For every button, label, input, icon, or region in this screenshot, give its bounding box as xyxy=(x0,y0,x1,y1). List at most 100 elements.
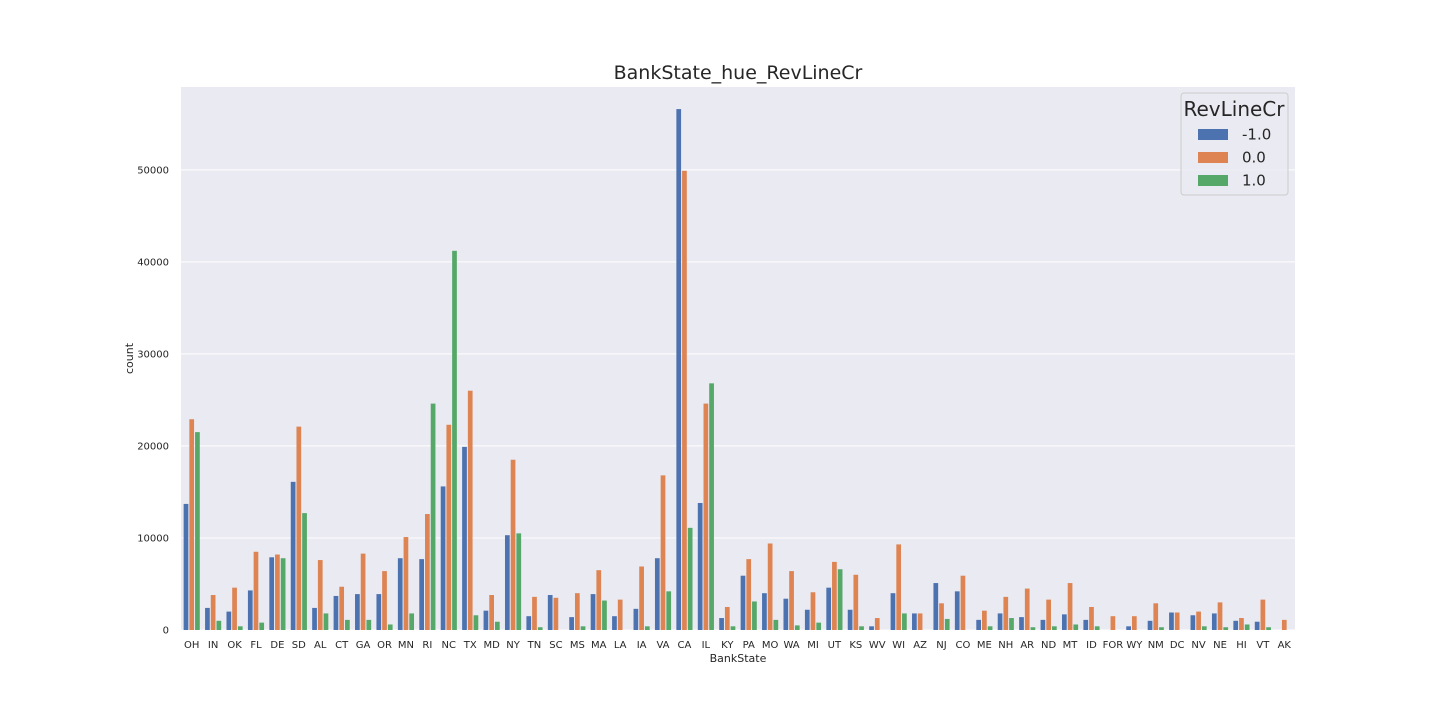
legend-swatch xyxy=(1198,152,1228,163)
x-tick-label: SD xyxy=(292,640,306,651)
x-tick-label: TX xyxy=(463,640,477,651)
x-tick-label: DC xyxy=(1170,640,1185,651)
chart-title: BankState_hue_RevLineCr xyxy=(614,62,863,84)
bar xyxy=(1153,603,1159,630)
bar xyxy=(237,626,243,630)
x-tick-label: LA xyxy=(614,640,627,651)
bar xyxy=(1201,626,1207,630)
bar xyxy=(1233,620,1239,630)
bar xyxy=(205,607,210,630)
bar xyxy=(312,607,317,630)
bar xyxy=(1211,613,1217,630)
bar xyxy=(590,594,596,630)
x-tick-label: ID xyxy=(1086,640,1097,651)
x-tick-label: UT xyxy=(828,640,842,651)
bar xyxy=(446,424,452,630)
bar xyxy=(504,535,510,630)
bar xyxy=(473,615,479,630)
bar xyxy=(547,595,553,630)
x-tick-label: MI xyxy=(807,640,819,651)
bar xyxy=(874,618,880,630)
bar xyxy=(1073,624,1079,630)
bar xyxy=(467,390,473,630)
bar xyxy=(1174,612,1180,630)
bar xyxy=(697,502,703,630)
bar xyxy=(752,601,757,630)
bar xyxy=(403,537,409,630)
gridlines xyxy=(181,169,1295,631)
bar xyxy=(794,625,800,630)
bar xyxy=(397,558,403,630)
bar xyxy=(360,553,366,630)
bar xyxy=(210,595,216,630)
bar xyxy=(730,626,736,630)
bar xyxy=(762,593,767,630)
bar xyxy=(387,624,393,630)
bar xyxy=(617,599,623,630)
bar xyxy=(859,626,864,630)
bar xyxy=(804,609,810,630)
bar xyxy=(1009,618,1014,630)
legend-items: -1.0 0.0 1.0 xyxy=(1198,126,1271,190)
bar xyxy=(869,626,874,630)
bar xyxy=(1089,606,1094,630)
x-tick-label: GA xyxy=(356,640,371,651)
x-tick-label: NH xyxy=(998,640,1013,651)
x-tick-label: FL xyxy=(250,640,262,651)
x-tick-label: WV xyxy=(869,640,886,651)
bar xyxy=(837,569,843,630)
x-tick-label: MN xyxy=(398,640,414,651)
bar xyxy=(382,571,387,630)
bar xyxy=(1281,619,1287,630)
bar xyxy=(783,598,789,630)
bar xyxy=(902,613,907,630)
legend-swatch xyxy=(1198,175,1228,186)
x-tick-label: VA xyxy=(656,640,669,651)
bar xyxy=(574,593,580,630)
bar xyxy=(997,613,1003,630)
bar xyxy=(1196,611,1201,630)
bar xyxy=(960,575,966,630)
x-tick-label: IL xyxy=(702,640,711,651)
legend: RevLineCr -1.0 0.0 1.0 xyxy=(1180,92,1289,196)
bar xyxy=(532,596,537,630)
bar xyxy=(1244,624,1250,630)
x-tick-label: AL xyxy=(314,640,327,651)
bar xyxy=(682,170,687,630)
bar xyxy=(419,559,425,630)
x-tick-label: OH xyxy=(184,640,199,651)
bar xyxy=(189,419,195,630)
x-tick-label: RI xyxy=(422,640,432,651)
bar xyxy=(269,557,275,630)
bar xyxy=(259,622,265,630)
bar xyxy=(709,383,714,630)
bar xyxy=(1024,588,1030,630)
x-tick-label: MD xyxy=(483,640,500,651)
bar xyxy=(724,606,730,630)
bar xyxy=(216,620,222,630)
y-tick-label: 40000 xyxy=(137,257,169,268)
bar xyxy=(612,616,617,630)
x-axis-ticks: OH IN OK FL DE SD AL CT GA OR MN RI NC TX MD NY TN SC MS MA… xyxy=(184,640,1291,651)
x-tick-label: AK xyxy=(1278,640,1292,651)
bar xyxy=(1030,627,1036,630)
bar xyxy=(676,109,682,630)
x-tick-label: CT xyxy=(335,640,349,651)
bar xyxy=(1131,616,1137,630)
plot-background xyxy=(181,87,1295,630)
bar xyxy=(1159,627,1164,630)
x-tick-label: NY xyxy=(506,640,520,651)
bar xyxy=(746,559,752,630)
legend-label: 0.0 xyxy=(1242,149,1266,167)
bar xyxy=(847,609,853,630)
x-tick-label: WY xyxy=(1126,640,1143,651)
bar xyxy=(1223,627,1229,630)
bar xyxy=(773,619,779,630)
x-axis-label: BankState xyxy=(710,652,767,665)
bar xyxy=(687,527,693,630)
bar xyxy=(1110,616,1116,630)
bar xyxy=(317,560,323,630)
bar xyxy=(602,600,607,630)
y-axis-label: count xyxy=(123,342,136,374)
bar xyxy=(1239,618,1244,630)
